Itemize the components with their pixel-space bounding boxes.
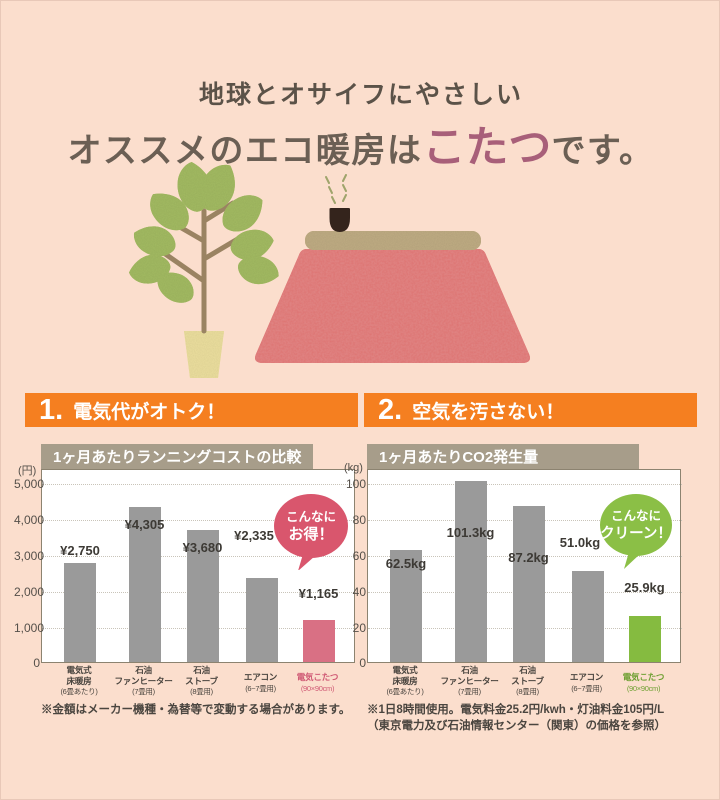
svg-text:お得！: お得！ bbox=[288, 525, 333, 543]
svg-text:こんなに: こんなに bbox=[611, 509, 661, 523]
svg-text:こんなに: こんなに bbox=[286, 510, 336, 524]
svg-text:クリーン！: クリーン！ bbox=[600, 525, 672, 542]
